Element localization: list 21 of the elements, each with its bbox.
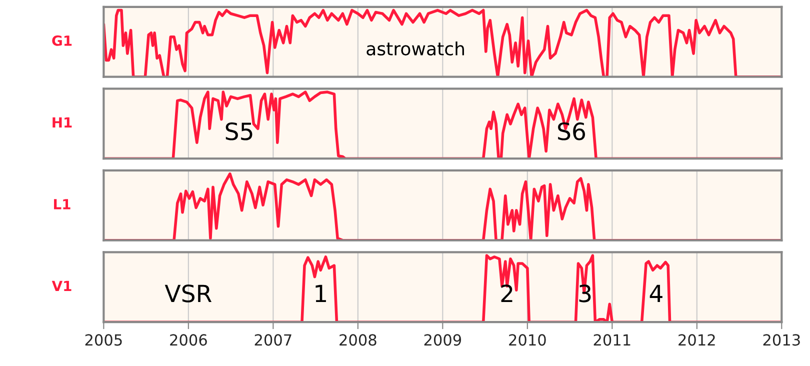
y-axis-title: V1 [52,280,72,291]
annotation: 3 [579,284,591,302]
y-axis-title: G1 [52,35,72,46]
x-tick-label: 2010 [509,334,546,346]
y-axis-title: L1 [54,199,70,210]
x-tick-label: 2005 [85,334,122,346]
annotation: astrowatch [366,42,464,56]
y-axis-title: H1 [52,117,72,128]
annotation: 4 [650,284,662,302]
x-tick-label: 2012 [678,334,715,346]
x-tick-label: 2008 [340,334,376,346]
annotation: VSR [164,284,212,302]
x-tick-label: 2007 [254,334,292,346]
x-tick-label: 2006 [170,334,207,346]
x-tick-label: 2011 [594,334,630,346]
annotation: S6 [558,122,585,140]
x-tick-label: 2009 [424,334,462,346]
annotation: 1 [316,284,326,302]
x-tick-label: 2013 [763,334,800,346]
annotation: 2 [501,284,512,302]
annotation: S5 [226,122,252,140]
